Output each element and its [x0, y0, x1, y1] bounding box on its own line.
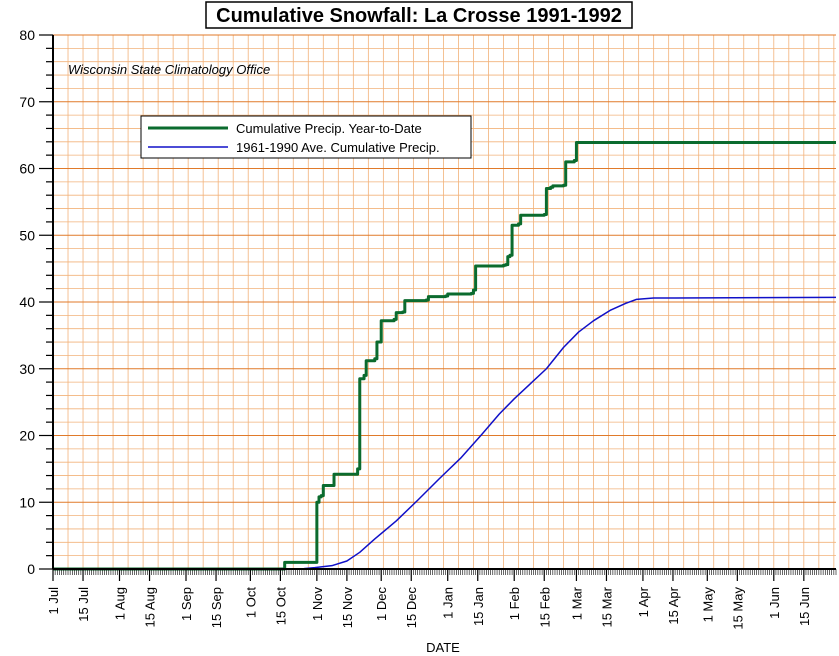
x-tick-label: 1 Jan — [441, 587, 456, 619]
y-tick-label: 50 — [19, 227, 35, 243]
y-tick-label: 40 — [19, 294, 35, 310]
legend-box — [140, 115, 472, 159]
x-tick-label: 1 Sep — [179, 587, 194, 621]
x-axis: 1 Jul 15 Jul 1 Aug 15 Aug 1 Sep 15 Sep 1 Oct 15… — [46, 568, 837, 630]
source-annotation: Wisconsin State Climatology Office — [68, 62, 270, 77]
x-tick-label: 15 Feb — [537, 587, 552, 627]
x-tick-label: 15 Mar — [599, 586, 614, 627]
y-tick-label: 80 — [19, 27, 35, 43]
series-line-1 — [53, 140, 836, 571]
x-tick-label: 1 Jul — [46, 587, 61, 615]
y-tick-label: 10 — [19, 494, 35, 510]
x-tick-label: 15 Apr — [666, 586, 681, 624]
x-tick-label: 15 Jul — [76, 587, 91, 622]
series-line-2 — [53, 296, 837, 570]
x-tick-label: 1 May — [700, 587, 715, 623]
y-tick-label: 0 — [27, 561, 35, 577]
chart-title-group: Cumulative Snowfall: La Crosse 1991-1992 — [205, 1, 633, 29]
x-tick-label: 15 May — [730, 587, 745, 630]
x-axis-label: DATE — [426, 640, 460, 655]
x-tick-label: 1 Oct — [243, 587, 258, 618]
legend-label-series-1: Cumulative Precip. Year-to-Date — [236, 121, 422, 136]
legend-label-series-2: 1961-1990 Ave. Cumulative Precip. — [236, 140, 440, 155]
y-tick-label: 60 — [19, 161, 35, 177]
y-tick-label: 70 — [19, 94, 35, 110]
y-tick-label: 30 — [19, 361, 35, 377]
x-tick-label: 1 Mar — [569, 586, 584, 620]
x-tick-label: 15 Dec — [404, 587, 419, 629]
x-tick-label: 15 Oct — [273, 587, 288, 626]
x-tick-label: 15 Jun — [797, 587, 812, 626]
x-tick-label: 15 Sep — [209, 587, 224, 628]
x-tick-label: 15 Jan — [471, 587, 486, 626]
chart-title-box — [205, 1, 633, 29]
legend: Cumulative Precip. Year-to-Date 1961-199… — [140, 115, 472, 159]
y-axis: 0 10 20 30 40 50 60 70 80 — [19, 27, 54, 577]
x-tick-label: 1 Dec — [374, 587, 389, 621]
x-tick-label: 15 Aug — [143, 587, 158, 628]
series-group — [53, 140, 837, 571]
x-tick-label: 15 Nov — [340, 587, 355, 629]
x-tick-label: 1 Apr — [636, 586, 651, 617]
y-tick-label: 20 — [19, 428, 35, 444]
x-tick-label: 1 Jun — [767, 587, 782, 619]
x-tick-label: 1 Nov — [310, 587, 325, 621]
x-tick-label: 1 Feb — [507, 587, 522, 620]
x-tick-label: 1 Aug — [113, 587, 128, 620]
chart-title: Cumulative Snowfall: La Crosse 1991-1992 — [216, 5, 622, 27]
major-gridlines — [53, 34, 836, 503]
